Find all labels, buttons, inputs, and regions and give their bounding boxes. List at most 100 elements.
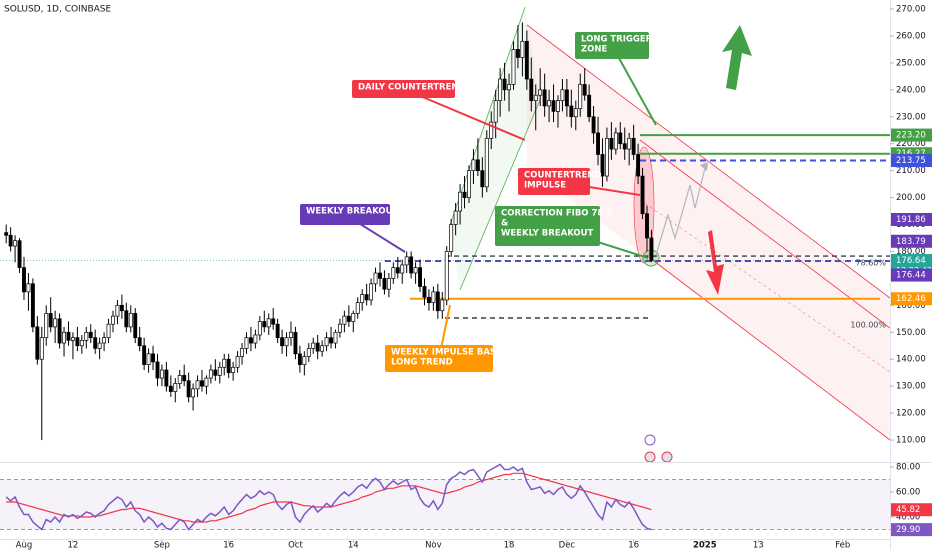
level-label-box — [891, 128, 932, 142]
candle-body — [253, 334, 258, 344]
y-tick-label: 180.00 — [896, 247, 926, 257]
candle-body — [173, 383, 178, 392]
candle-body — [240, 348, 244, 357]
annotation-text: & — [501, 219, 509, 229]
candle-body — [578, 84, 583, 110]
candle-body — [333, 331, 338, 344]
candle-body — [191, 388, 196, 398]
y-tick-label: 110.00 — [896, 436, 926, 446]
candle-body — [182, 375, 187, 382]
up-arrow — [722, 25, 752, 90]
candle-body — [400, 264, 405, 274]
candle-body — [57, 318, 62, 344]
candle-body — [462, 191, 467, 198]
candle-body — [582, 84, 587, 96]
y-tick-label: 200.00 — [896, 193, 926, 203]
candle-body — [320, 345, 325, 352]
candle-body — [409, 256, 414, 274]
candle-body — [70, 337, 75, 341]
candle-body — [164, 369, 169, 387]
candle-body — [551, 100, 556, 112]
channel-up-top — [449, 6, 526, 226]
annotation-text: ZONE — [581, 45, 608, 55]
candle-body — [395, 267, 400, 274]
candle-body — [53, 318, 58, 328]
candle-body — [547, 100, 552, 107]
candle-body — [231, 366, 236, 374]
candle-body — [275, 323, 280, 339]
candle-body — [84, 331, 89, 341]
candle-body — [262, 321, 267, 328]
x-tick-label: Feb — [835, 541, 850, 550]
candle-body — [542, 89, 547, 107]
x-tick-label: Sep — [154, 541, 170, 550]
candle-body — [4, 232, 9, 236]
level-label-box — [891, 268, 932, 282]
candle-body — [502, 78, 507, 91]
fib-label: 100.00% — [850, 321, 886, 330]
y-tick-label: 230.00 — [896, 112, 926, 122]
rsi-label-box — [891, 523, 932, 537]
level-label-box — [891, 154, 932, 168]
candle-body — [355, 302, 360, 314]
candle-body — [515, 49, 520, 58]
x-tick-label: 16 — [223, 541, 234, 550]
event-icon — [661, 451, 673, 462]
candle-body — [280, 337, 285, 347]
candle-body — [26, 283, 31, 293]
candle-body — [142, 345, 147, 365]
y-tick-label: 130.00 — [896, 382, 926, 392]
y-tick-label: 270.00 — [896, 4, 926, 14]
y-tick-label: 210.00 — [896, 166, 926, 176]
x-tick-label: 13 — [753, 541, 764, 550]
annotation-text: DAILY COUNTERTREND — [358, 83, 466, 93]
candle-body — [573, 108, 578, 118]
annotation: CORRECTION FIBO 78.6&WEEKLY BREAKOUT — [495, 206, 649, 259]
candle-body — [431, 291, 436, 303]
candle-body — [22, 267, 26, 293]
candle-body — [168, 385, 173, 392]
candle-body — [645, 213, 649, 239]
x-tick-label: Dec — [559, 541, 576, 550]
candle-body — [422, 286, 427, 298]
candle-body — [195, 380, 200, 390]
candle-body — [35, 326, 40, 360]
candle-body — [79, 340, 84, 347]
y-tick-label: 220.00 — [896, 139, 926, 149]
annotation-text: CORRECTION FIBO 78.6 — [501, 209, 613, 219]
rsi-label-box — [891, 503, 932, 517]
current-label: 176.64 — [896, 256, 926, 266]
candle-body — [159, 369, 164, 379]
candle-body — [529, 78, 534, 101]
annotation-text: LONG TREND — [391, 358, 453, 368]
candle-body — [315, 342, 320, 352]
annotation-text: WEEKLY BREAKOUT — [306, 207, 399, 217]
chart-title: SOLUSD, 1D, COINBASE — [4, 5, 111, 15]
candle-body — [604, 137, 609, 177]
candle-body — [404, 256, 409, 266]
rsi-tick-label: 80.00 — [896, 463, 920, 473]
level-label-box — [891, 213, 932, 227]
candle-body — [391, 267, 396, 279]
candle-body — [226, 358, 231, 374]
candle-body — [155, 361, 160, 379]
candle-body — [618, 132, 623, 145]
y-tick-label: 250.00 — [896, 58, 926, 68]
level-label: 223.20 — [896, 131, 926, 141]
candle-body — [413, 267, 418, 274]
y-tick-label: 120.00 — [896, 409, 926, 419]
x-tick-label: 18 — [504, 541, 515, 550]
annotation-text: COUNTERTREND — [524, 171, 602, 181]
candle-body — [636, 154, 641, 177]
candle-body — [346, 315, 351, 322]
x-tick-label: Oct — [288, 541, 303, 550]
candle-body — [444, 251, 449, 301]
rsi-tick-label: 60.00 — [896, 488, 920, 498]
rsi-ma-line — [6, 472, 652, 523]
candle-body — [418, 267, 422, 287]
candle-body — [342, 315, 347, 325]
candle-body — [115, 304, 120, 317]
candle-body — [458, 191, 463, 212]
x-tick-label: 2025 — [693, 541, 717, 550]
